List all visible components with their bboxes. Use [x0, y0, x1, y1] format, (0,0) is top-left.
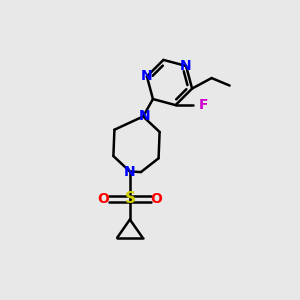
Text: N: N [124, 164, 136, 178]
Text: O: O [150, 191, 162, 206]
Text: N: N [141, 69, 153, 83]
Text: S: S [124, 191, 135, 206]
Text: N: N [180, 59, 192, 73]
Text: F: F [199, 98, 208, 112]
Text: N: N [139, 110, 150, 124]
Text: O: O [98, 191, 110, 206]
